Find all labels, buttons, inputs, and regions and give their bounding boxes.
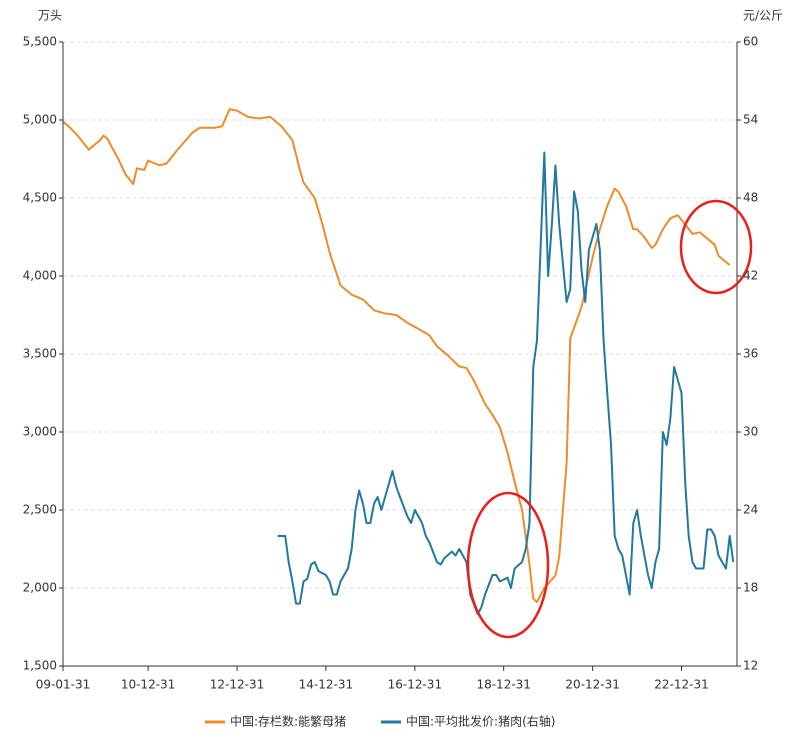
y2-unit: 元/公斤 bbox=[743, 9, 783, 23]
legend-label: 中国:存栏数:能繁母猪 bbox=[230, 714, 346, 729]
x-tick-label: 12-12-31 bbox=[210, 678, 264, 692]
y-tick-label: 3,000 bbox=[23, 425, 57, 439]
y-tick-label: 2,000 bbox=[23, 581, 57, 595]
legend-label: 中国:平均批发价:猪肉(右轴) bbox=[406, 714, 555, 729]
y2-tick-label: 36 bbox=[743, 347, 758, 361]
y2-tick-label: 30 bbox=[743, 425, 758, 439]
x-tick-label: 14-12-31 bbox=[299, 678, 353, 692]
y-tick-label: 5,000 bbox=[23, 113, 57, 127]
y2-tick-label: 48 bbox=[743, 191, 758, 205]
y2-tick-label: 54 bbox=[743, 113, 758, 127]
x-tick-label: 10-12-31 bbox=[121, 678, 175, 692]
series-line bbox=[62, 108, 731, 604]
y-tick-label: 4,500 bbox=[23, 191, 57, 205]
grid bbox=[63, 41, 737, 667]
plot bbox=[62, 108, 735, 615]
x-tick-label: 09-01-31 bbox=[36, 678, 90, 692]
y2-tick-label: 24 bbox=[743, 503, 758, 517]
x-tick-label: 16-12-31 bbox=[388, 678, 442, 692]
highlight-circle bbox=[679, 199, 753, 295]
y2-tick-label: 60 bbox=[743, 35, 758, 49]
y2-tick-label: 12 bbox=[743, 659, 758, 673]
y-tick-label: 5,500 bbox=[23, 35, 57, 49]
x-tick-label: 20-12-31 bbox=[565, 678, 619, 692]
y2-tick-label: 18 bbox=[743, 581, 758, 595]
y2-tick-label: 42 bbox=[743, 269, 758, 283]
highlight-circle bbox=[466, 491, 550, 639]
x-tick-label: 22-12-31 bbox=[654, 678, 708, 692]
y-tick-label: 1,500 bbox=[23, 659, 57, 673]
y-unit: 万头 bbox=[38, 9, 62, 23]
y-tick-label: 2,500 bbox=[23, 503, 57, 517]
y-tick-label: 3,500 bbox=[23, 347, 57, 361]
x-tick-label: 18-12-31 bbox=[476, 678, 530, 692]
y-tick-label: 4,000 bbox=[23, 269, 57, 283]
series-line bbox=[277, 151, 735, 615]
